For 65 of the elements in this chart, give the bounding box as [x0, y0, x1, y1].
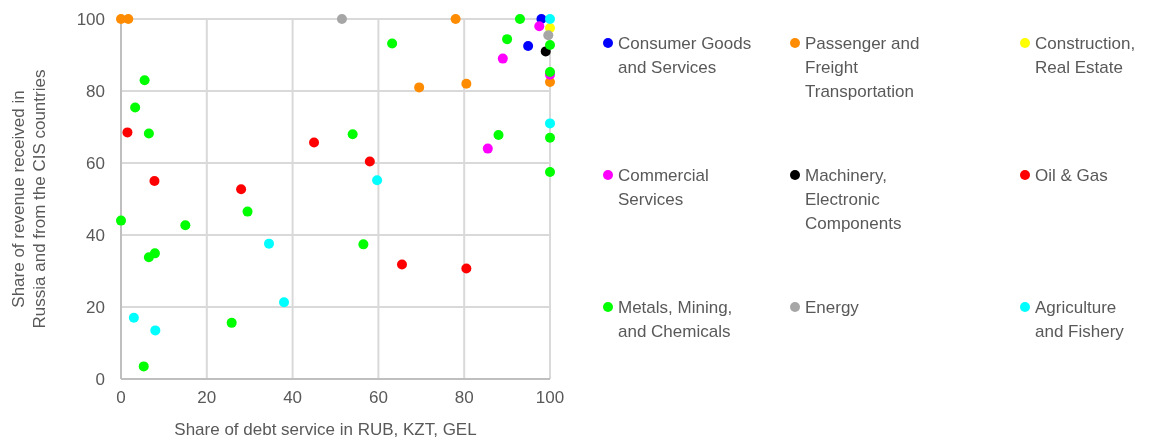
y-tick-label: 0	[95, 370, 105, 389]
point	[336, 14, 347, 24]
point	[116, 215, 126, 226]
point	[264, 238, 275, 249]
y-tick-label: 20	[86, 298, 105, 317]
y-tick-label: 100	[76, 10, 105, 29]
y-axis-title: Share of revenue received in Russia and from the CIS countries	[9, 69, 49, 329]
legend-label: Consumer Goods and Services	[618, 34, 752, 77]
point	[545, 167, 555, 177]
point	[545, 118, 555, 129]
point	[493, 129, 504, 140]
point	[130, 102, 141, 113]
point	[122, 127, 133, 138]
point	[279, 297, 290, 308]
x-tick-label: 100	[535, 388, 565, 407]
y-tick-label: 80	[86, 82, 105, 101]
point	[372, 175, 383, 186]
point	[226, 317, 237, 328]
point	[149, 248, 160, 259]
legend-label: Construction, Real Estate	[1035, 34, 1136, 77]
point	[236, 184, 247, 195]
point	[523, 41, 534, 51]
x-tick-label: 40	[283, 388, 303, 407]
legend-label: Machinery, Electronic Components	[805, 166, 902, 233]
point	[387, 38, 398, 49]
point	[123, 14, 134, 24]
point	[414, 82, 425, 93]
point	[138, 361, 149, 372]
point	[502, 34, 513, 45]
legend-label: Oil & Gas	[1035, 166, 1108, 185]
x-tick-label: 80	[454, 388, 474, 407]
point	[309, 137, 320, 148]
point	[543, 30, 554, 41]
point	[397, 259, 407, 270]
legend-label: Agriculture and Fishery	[1035, 298, 1125, 341]
point	[242, 206, 253, 217]
point	[497, 53, 508, 64]
point	[545, 14, 555, 24]
point	[143, 128, 154, 139]
x-axis-title: Share of debt service in RUB, KZT, GEL	[174, 420, 477, 439]
legend-label: Metals, Mining, and Chemicals	[618, 298, 733, 341]
point	[150, 325, 161, 336]
point	[461, 78, 472, 89]
y-tick-label: 40	[86, 226, 105, 245]
point	[180, 220, 191, 231]
point	[482, 143, 493, 154]
point	[347, 129, 358, 140]
point	[534, 21, 545, 32]
point	[149, 176, 160, 186]
y-tick-label: 60	[86, 154, 105, 173]
x-tick-label: 20	[197, 388, 217, 407]
legend-label: Commercial Services	[618, 166, 709, 209]
point	[545, 132, 555, 143]
point	[450, 14, 461, 24]
legend-label: Passenger and Freight Transportation	[805, 34, 920, 101]
point	[358, 239, 369, 250]
point	[128, 312, 139, 323]
x-tick-label: 0	[116, 388, 126, 407]
point	[461, 263, 472, 274]
point	[139, 75, 150, 86]
point	[364, 156, 375, 167]
point	[514, 14, 525, 24]
point	[545, 39, 555, 50]
legend-label: Energy	[805, 298, 860, 317]
x-tick-label: 60	[368, 388, 388, 407]
